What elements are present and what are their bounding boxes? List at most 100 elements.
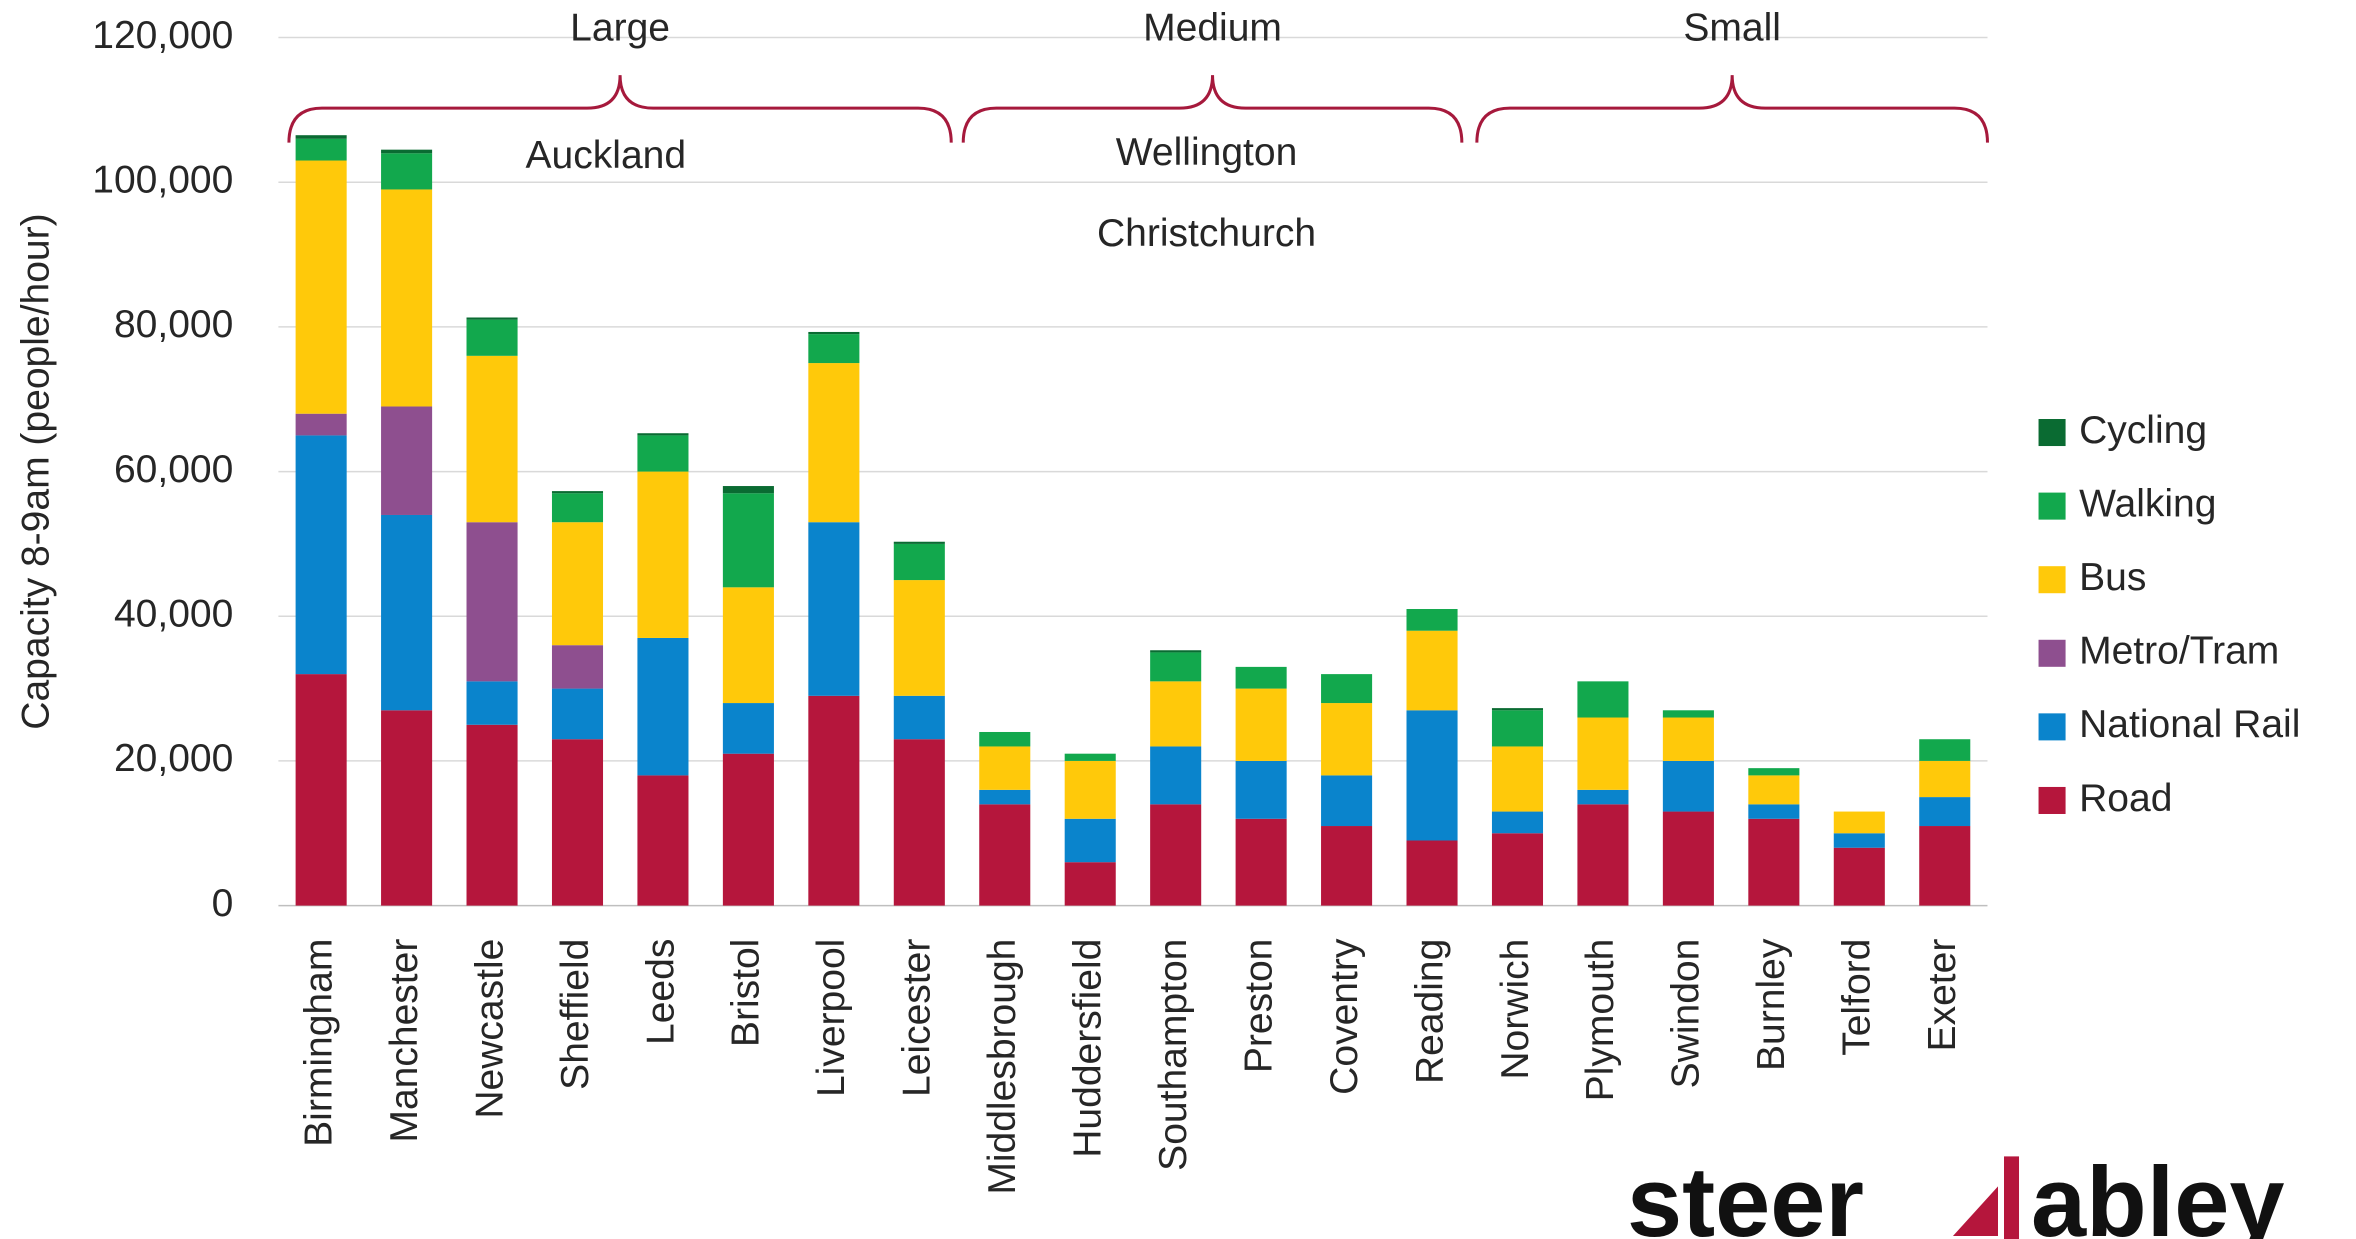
group-brace xyxy=(287,75,953,143)
bar-segment xyxy=(722,486,774,494)
bar-segment xyxy=(1064,753,1116,761)
bar-segment xyxy=(1406,710,1458,841)
bar-segment xyxy=(1064,818,1116,863)
x-tick-label: Reading xyxy=(1408,939,1451,1084)
bar-segment xyxy=(1321,703,1373,776)
x-tick-label: Manchester xyxy=(383,939,426,1143)
logo-mark xyxy=(1952,1186,1998,1236)
bar-segment xyxy=(1150,746,1202,805)
x-tick-label: Burnley xyxy=(1750,938,1793,1071)
bar-segment xyxy=(1748,804,1800,819)
legend-swatch xyxy=(2038,492,2066,520)
annotation: Wellington xyxy=(1116,131,1298,174)
annotation: Christchurch xyxy=(1097,212,1316,255)
bar-segment xyxy=(551,645,604,689)
bar-segment xyxy=(1919,760,1971,798)
x-tick-label: Southampton xyxy=(1152,939,1195,1171)
x-tick-label: Preston xyxy=(1237,939,1280,1074)
bar-segment xyxy=(722,493,774,588)
bar-segment xyxy=(466,319,518,356)
bar-segment xyxy=(1833,833,1885,848)
x-tick-label: Bristol xyxy=(725,939,768,1047)
y-tick-label: 60,000 xyxy=(114,448,233,491)
bar-segment xyxy=(1833,811,1885,834)
bar-segment xyxy=(1919,826,1971,906)
bar-segment xyxy=(1662,760,1714,812)
bar-segment xyxy=(295,674,347,906)
bar-segment xyxy=(295,413,347,436)
bar-segment xyxy=(551,688,604,740)
legend-swatch xyxy=(2038,786,2066,814)
legend-label: Bus xyxy=(2079,556,2146,599)
legend-swatch xyxy=(2038,639,2066,667)
bar-segment xyxy=(466,522,518,682)
bar-segment xyxy=(722,703,774,754)
bar-segment xyxy=(295,135,347,139)
x-tick-label: Newcastle xyxy=(468,939,511,1119)
x-tick-label: Huddersfield xyxy=(1067,939,1110,1158)
bar-segment xyxy=(637,637,689,776)
bar-segment xyxy=(1150,652,1202,682)
bar-segment xyxy=(1235,760,1287,819)
bar-segment xyxy=(979,731,1031,747)
y-tick-label: 100,000 xyxy=(92,159,233,202)
bar-segment xyxy=(808,695,860,906)
bar-segment xyxy=(381,710,433,906)
legend-swatch xyxy=(2038,713,2066,741)
group-label: Small xyxy=(1683,6,1781,49)
bar-segment xyxy=(979,804,1031,906)
bar-segment xyxy=(979,789,1031,805)
bar-segment xyxy=(1577,681,1629,718)
bar-segment xyxy=(551,493,604,523)
x-tick-label: Liverpool xyxy=(810,939,853,1097)
bar-segment xyxy=(551,522,604,646)
bar-segment xyxy=(466,724,518,906)
bar-segment xyxy=(1235,818,1287,906)
bar-segment xyxy=(551,491,604,494)
bar-segment xyxy=(1406,630,1458,711)
bar-segment xyxy=(893,541,945,544)
bar-segment xyxy=(1321,674,1373,704)
bar-segment xyxy=(381,149,433,154)
bar-segment xyxy=(893,739,945,906)
bar-segment xyxy=(1919,739,1971,761)
bar-segment xyxy=(1491,811,1544,834)
bar-segment xyxy=(1748,768,1800,776)
y-tick-label: 80,000 xyxy=(114,303,233,346)
bar-segment xyxy=(979,746,1031,790)
x-tick-label: Leeds xyxy=(639,939,682,1045)
bar-segment xyxy=(637,775,689,906)
bar-segment xyxy=(295,138,347,161)
bar-segment xyxy=(1491,710,1544,747)
bar-segment xyxy=(466,355,518,523)
group-label: Medium xyxy=(1143,6,1282,49)
bar-segment xyxy=(1064,862,1116,906)
bar-segment xyxy=(1491,833,1544,906)
y-tick-label: 40,000 xyxy=(114,593,233,636)
bar-segment xyxy=(1662,710,1714,718)
bar-segment xyxy=(1064,760,1116,819)
bar-segment xyxy=(381,153,433,190)
legend-swatch xyxy=(2038,566,2066,594)
legend-label: Cycling xyxy=(2079,409,2207,452)
bar-segment xyxy=(722,753,774,906)
x-tick-label: Leicester xyxy=(896,939,939,1097)
bar-segment xyxy=(808,334,860,364)
bar-segment xyxy=(381,189,433,407)
bar-segment xyxy=(1406,609,1458,631)
legend-label: National Rail xyxy=(2079,703,2300,746)
y-axis-label: Capacity 8-9am (people/hour) xyxy=(14,213,57,729)
x-tick-label: Birmingham xyxy=(297,939,340,1147)
bar-segment xyxy=(808,363,860,523)
bar-segment xyxy=(1406,840,1458,906)
bar-segment xyxy=(1662,717,1714,761)
bar-segment xyxy=(1150,681,1202,747)
bar-segment xyxy=(466,317,518,320)
x-tick-label: Coventry xyxy=(1323,938,1366,1095)
y-tick-label: 0 xyxy=(212,882,234,925)
logo-mark xyxy=(2004,1156,2020,1239)
annotation: Auckland xyxy=(526,134,687,177)
x-tick-label: Swindon xyxy=(1665,939,1708,1089)
bar-segment xyxy=(1833,847,1885,906)
logo-right: abley xyxy=(2031,1147,2284,1239)
